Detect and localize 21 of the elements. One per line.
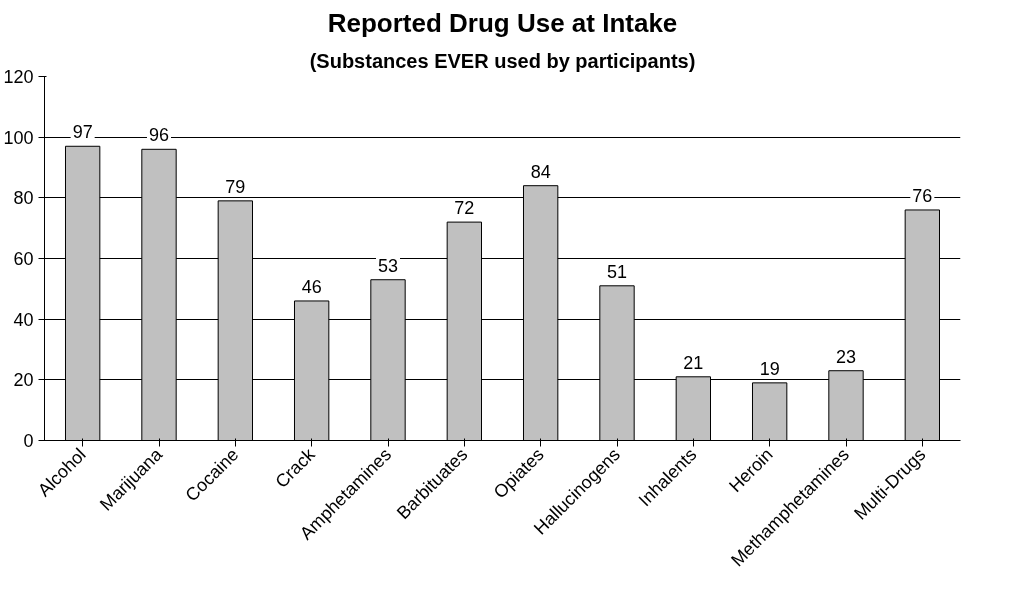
data-label: 84 xyxy=(530,161,551,182)
data-label: 46 xyxy=(301,276,322,297)
data-label: 23 xyxy=(835,346,857,367)
data-label: 79 xyxy=(225,176,246,197)
data-label: 53 xyxy=(377,255,399,276)
data-label: 76 xyxy=(912,185,933,206)
data-label: 96 xyxy=(148,125,170,146)
chart-title: Reported Drug Use at Intake xyxy=(327,7,678,38)
y-tick-label: 80 xyxy=(13,188,34,209)
y-tick-label: 60 xyxy=(13,249,34,269)
chart-subtitle: (Substances EVER used by participants) xyxy=(309,49,696,72)
data-label: 97 xyxy=(72,122,93,143)
y-tick-label: 120 xyxy=(3,67,34,87)
y-tick-label: 20 xyxy=(13,370,34,391)
y-tick-label: 0 xyxy=(23,431,34,451)
data-label: 72 xyxy=(454,198,475,219)
y-tick-label: 40 xyxy=(13,309,34,330)
data-label: 51 xyxy=(606,261,628,282)
y-tick-label: 100 xyxy=(3,127,34,148)
data-label: 19 xyxy=(759,358,780,379)
data-label: 21 xyxy=(683,352,704,373)
